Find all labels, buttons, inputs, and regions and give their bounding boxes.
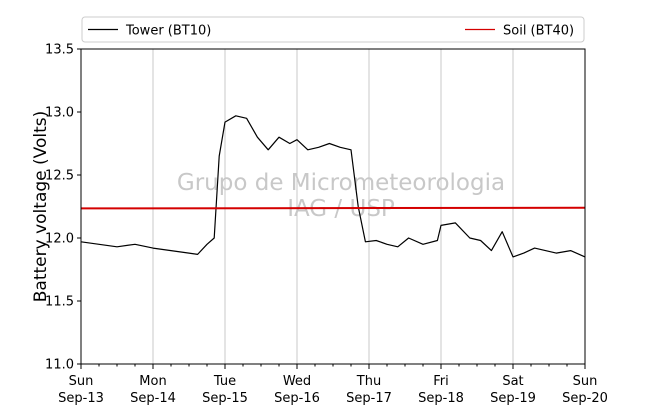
x-tick-day: Thu <box>356 374 381 389</box>
legend: Tower (BT10) Soil (BT40) <box>81 16 585 43</box>
series-line-soil <box>80 206 586 210</box>
x-tick-day: Sat <box>502 374 523 389</box>
x-tick-day: Fri <box>433 374 449 389</box>
x-tick-day: Sun <box>69 374 94 389</box>
series-lines <box>80 115 586 258</box>
y-tick-label: 11.0 <box>45 358 74 373</box>
y-tick-label: 13.0 <box>45 106 74 121</box>
x-tick-date: Sep-14 <box>130 391 176 406</box>
y-tick-label: 12.5 <box>45 169 74 184</box>
legend-label-tower: Tower (BT10) <box>125 24 211 39</box>
x-axis: Sun Sep-13 Mon Sep-14 Tue Sep-15 Wed Sep-16 Thu S… <box>58 364 608 406</box>
x-tick-day: Tue <box>213 374 236 389</box>
x-tick-day: Sun <box>573 374 598 389</box>
y-tick-label: 13.5 <box>45 43 74 58</box>
x-tick-date: Sep-20 <box>562 391 608 406</box>
y-axis: 11.0 11.5 12.0 12.5 13.0 13.5 <box>45 43 81 373</box>
x-tick-date: Sep-17 <box>346 391 392 406</box>
x-tick-date: Sep-15 <box>202 391 248 406</box>
x-tick-day: Wed <box>283 374 311 389</box>
legend-label-soil: Soil (BT40) <box>503 24 574 39</box>
y-tick-label: 12.0 <box>45 232 74 247</box>
x-tick-date: Sep-19 <box>490 391 536 406</box>
series-line-tower <box>80 115 586 258</box>
legend-box <box>81 16 585 43</box>
y-tick-label: 11.5 <box>45 295 74 310</box>
watermark-line-1: Grupo de Micrometeorologia <box>177 170 505 196</box>
x-tick-day: Mon <box>139 374 166 389</box>
x-tick-date: Sep-18 <box>418 391 464 406</box>
x-tick-date: Sep-16 <box>274 391 320 406</box>
vertical-grid <box>152 49 514 364</box>
x-tick-date: Sep-13 <box>58 391 104 406</box>
y-axis-label: Battery voltage (Volts) <box>31 111 51 302</box>
